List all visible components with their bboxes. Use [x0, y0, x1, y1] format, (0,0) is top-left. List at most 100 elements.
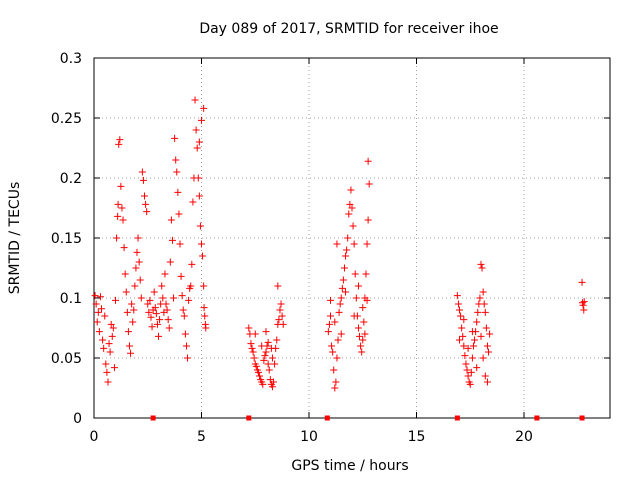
data-point: [98, 305, 106, 313]
data-point: [264, 338, 272, 346]
data-point: [473, 318, 481, 326]
data-point: [95, 328, 103, 336]
data-point: [166, 258, 174, 266]
data-point: [185, 296, 193, 304]
data-point: [120, 244, 128, 252]
data-point: [159, 294, 167, 302]
data-point: [131, 282, 139, 290]
x-tick-label: 10: [300, 429, 318, 445]
data-point: [92, 300, 100, 308]
data-point: [338, 284, 346, 292]
data-point: [176, 240, 184, 248]
data-point: [182, 342, 190, 350]
y-tick-label: 0.25: [51, 111, 82, 127]
data-point: [189, 198, 197, 206]
data-point: [347, 186, 355, 194]
data-point: [247, 340, 255, 348]
data-point: [167, 216, 175, 224]
data-point: [363, 240, 371, 248]
data-point: [477, 260, 485, 268]
data-point: [142, 200, 150, 208]
data-point: [327, 312, 334, 320]
data-point: [335, 308, 343, 316]
data-point: [325, 320, 333, 328]
y-tick-label: 0: [73, 411, 82, 427]
data-point: [260, 356, 268, 364]
data-point: [107, 320, 115, 328]
data-point: [102, 360, 110, 368]
data-point: [331, 384, 339, 392]
data-point: [256, 372, 264, 380]
data-point: [193, 144, 201, 152]
data-point: [128, 300, 136, 308]
data-point: [485, 348, 493, 356]
x-axis-label: GPS time / hours: [291, 458, 408, 474]
x-tick-label: 0: [90, 429, 99, 445]
data-point: [245, 324, 253, 332]
data-point: [580, 306, 588, 314]
data-point: [268, 383, 276, 391]
data-point: [331, 318, 339, 326]
data-point: [453, 292, 461, 300]
data-point: [350, 312, 358, 320]
data-point: [268, 354, 276, 362]
data-point: [200, 282, 208, 290]
y-tick-label: 0.15: [51, 231, 82, 247]
data-point: [462, 360, 470, 368]
data-point: [479, 354, 487, 362]
x-tick-label: 15: [408, 429, 426, 445]
data-point: [187, 282, 195, 290]
data-point: [117, 182, 125, 190]
data-point: [147, 313, 155, 321]
data-point: [361, 330, 369, 338]
data-point: [258, 342, 266, 350]
data-point: [477, 332, 485, 340]
data-point: [144, 300, 152, 308]
data-point: [336, 300, 344, 308]
data-point: [163, 306, 171, 314]
data-point: [270, 378, 278, 386]
data-point: [273, 336, 281, 344]
data-point: [342, 252, 350, 260]
data-point: [113, 234, 121, 242]
data-point: [278, 312, 286, 320]
data-point: [151, 304, 159, 312]
data-point: [333, 354, 341, 362]
data-point: [252, 362, 260, 370]
data-point: [170, 294, 178, 302]
x-tick-label: 20: [515, 429, 533, 445]
data-point: [254, 368, 262, 376]
data-point: [471, 336, 479, 344]
axis-ticks: 0 0.05 0.1 0.15 0.2 0.25 0.3 0 5 10 15 20: [51, 51, 610, 445]
data-point: [156, 316, 164, 324]
data-point: [476, 294, 484, 302]
data-point: [480, 300, 488, 308]
data-point: [469, 342, 477, 350]
data-point: [161, 270, 169, 278]
data-point: [458, 324, 466, 332]
data-point: [192, 126, 200, 134]
data-point: [135, 258, 143, 266]
data-point: [132, 264, 140, 272]
y-axis-label: SRMTID / TECUs: [7, 182, 23, 295]
data-point: [468, 328, 476, 336]
data-point: [198, 240, 205, 248]
data-point: [483, 342, 491, 350]
data-point: [259, 380, 267, 388]
data-point: [173, 168, 181, 176]
data-point: [248, 344, 256, 352]
data-point: [141, 192, 149, 200]
data-points: [91, 96, 588, 421]
data-point: [473, 364, 481, 372]
zero-marker: [324, 415, 330, 421]
data-point: [327, 296, 334, 304]
data-point: [177, 272, 185, 280]
data-point: [468, 354, 476, 362]
data-point: [351, 270, 359, 278]
data-point: [172, 156, 180, 164]
data-point: [463, 366, 471, 374]
data-point: [332, 378, 340, 386]
data-point: [146, 296, 154, 304]
data-point: [354, 282, 362, 290]
data-point: [486, 330, 494, 338]
